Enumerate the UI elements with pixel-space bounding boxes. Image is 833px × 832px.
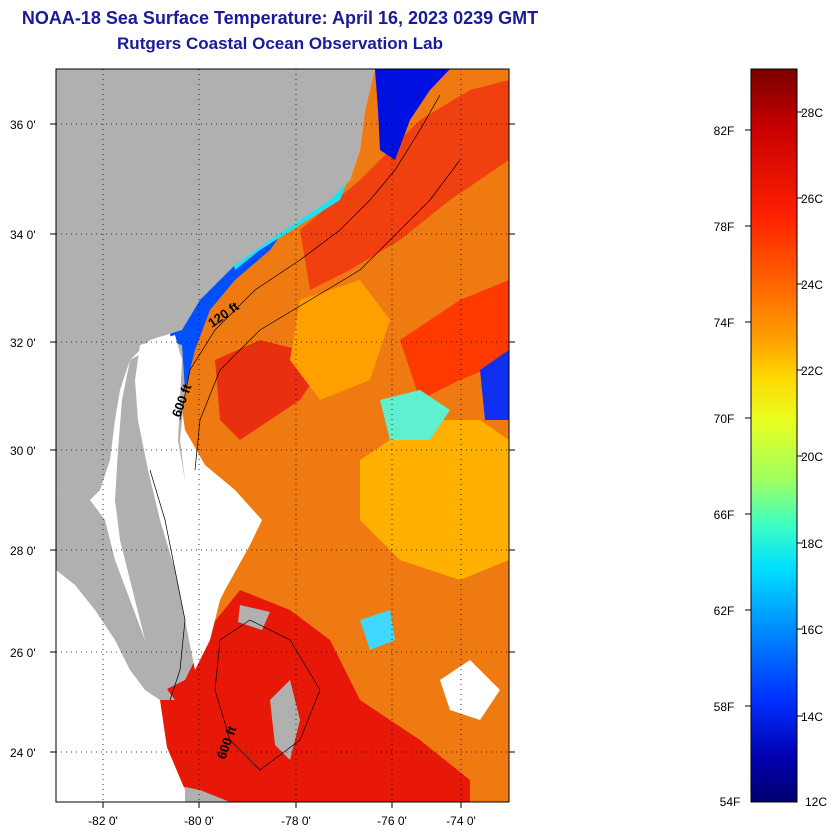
colorbar-label-22c: 22C xyxy=(801,364,823,378)
colorbar-label-66f: 66F xyxy=(714,508,735,522)
colorbar-label-78f: 78F xyxy=(714,220,735,234)
isobath-bahamas xyxy=(214,619,321,771)
colorbar-label-58f: 58F xyxy=(714,700,735,714)
colorbar-label-82f: 82F xyxy=(714,124,735,138)
colorbar-label-20c: 20C xyxy=(801,450,823,464)
graticule xyxy=(56,69,509,802)
yellow-patch-mid xyxy=(290,280,390,400)
cyan-scatter-2 xyxy=(360,610,395,650)
cloud-patch xyxy=(440,660,500,720)
map-frame xyxy=(55,68,510,803)
lat-label-34: 34 0' xyxy=(10,228,36,242)
colorbar-label-70f: 70F xyxy=(714,412,735,426)
warm-patch-south xyxy=(160,590,470,802)
colorbar-label-62f: 62F xyxy=(714,604,735,618)
lat-label-30: 30 0' xyxy=(10,444,36,458)
swath-edge xyxy=(56,695,185,802)
warm-patch-gulfstream xyxy=(300,80,509,290)
cold-northeast xyxy=(375,69,450,160)
colorbar-label-16c: 16C xyxy=(801,623,823,637)
land-florida xyxy=(56,490,175,700)
colorbar-label-54f: 54F xyxy=(720,795,741,809)
land-mainland xyxy=(56,69,375,500)
lon-label-78: -78 0' xyxy=(281,814,311,828)
colorbar-label-28c: 28C xyxy=(801,106,823,120)
isobath-120ft xyxy=(179,94,441,421)
colorbar-label-14c: 14C xyxy=(801,710,823,724)
map-subtitle: Rutgers Coastal Ocean Observation Lab xyxy=(117,34,443,53)
land-bahamas-2 xyxy=(238,605,270,630)
lat-label-36: 36 0' xyxy=(10,118,36,132)
nodata-florida-strip xyxy=(135,335,220,670)
lon-label-74: -74 0' xyxy=(446,814,476,828)
colorbar-label-18c: 18C xyxy=(801,537,823,551)
tick-marks xyxy=(50,123,515,808)
lat-label-24: 24 0' xyxy=(10,746,36,760)
isobath-600ft xyxy=(194,159,461,471)
isobath-florida xyxy=(149,469,186,701)
colorbar-label-74f: 74F xyxy=(714,316,735,330)
lon-label-80: -80 0' xyxy=(184,814,214,828)
yellow-patch-east xyxy=(360,420,509,580)
lat-label-28: 28 0' xyxy=(10,544,36,558)
colorbar-label-26c: 26C xyxy=(801,192,823,206)
cold-east-edge xyxy=(480,350,509,420)
lat-label-26: 26 0' xyxy=(10,646,36,660)
lat-label-32: 32 0' xyxy=(10,336,36,350)
colorbar-label-12c: 12C xyxy=(805,795,827,809)
colorbar-ticks xyxy=(745,111,803,717)
land-bahamas xyxy=(270,680,300,760)
map-title: NOAA-18 Sea Surface Temperature: April 1… xyxy=(21,8,539,28)
colorbar-label-24c: 24C xyxy=(801,278,823,292)
map-area: 120 ft 600 ft 600 ft xyxy=(56,69,509,802)
lon-label-82: -82 0' xyxy=(88,814,118,828)
cyan-scatter xyxy=(380,390,450,440)
lon-label-76: -76 0' xyxy=(377,814,407,828)
colorbar xyxy=(750,68,798,803)
